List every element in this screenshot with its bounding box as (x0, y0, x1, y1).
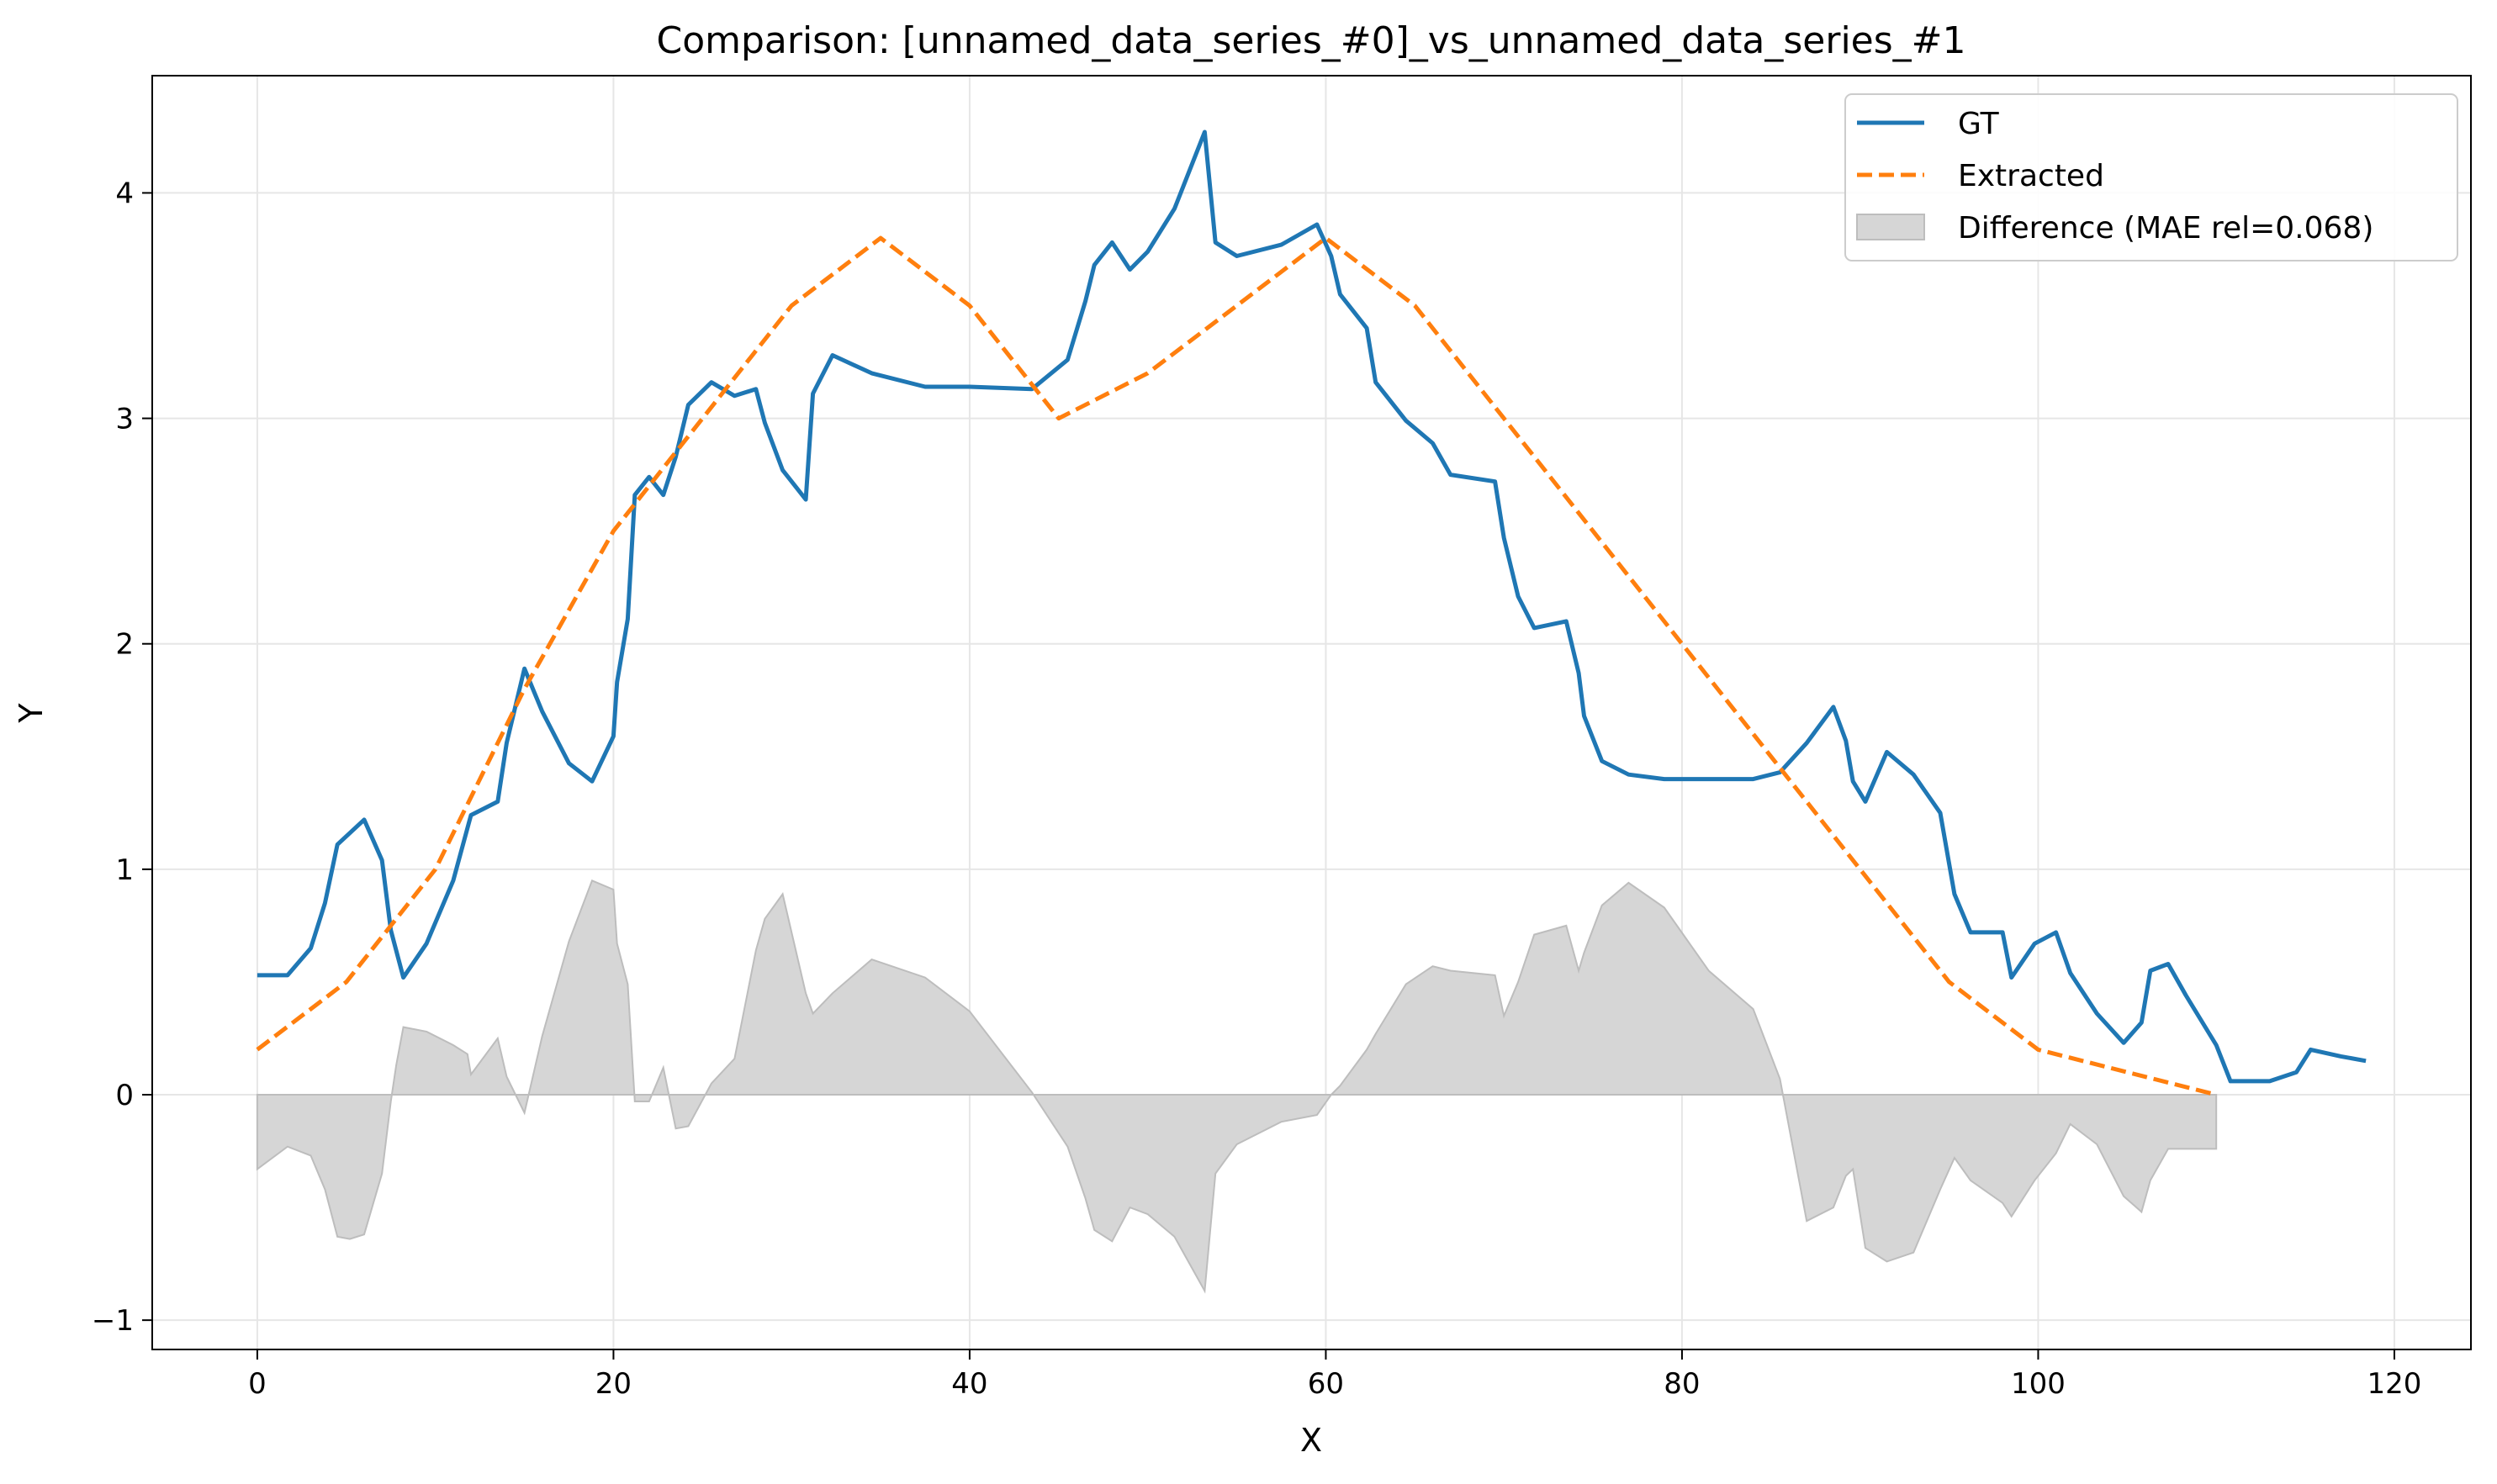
difference-area-layer (256, 879, 2218, 1294)
legend-label: Extracted (1958, 159, 2104, 193)
x-tick-label: 60 (1308, 1367, 1344, 1401)
legend-box (1844, 93, 2458, 261)
x-tick-label: 120 (2367, 1367, 2421, 1401)
series-line-extracted (256, 235, 2217, 1097)
x-tick-label: 20 (595, 1367, 632, 1401)
y-tick-label: 1 (115, 853, 134, 887)
legend-swatch (1856, 214, 1925, 240)
x-tick-label: 100 (2011, 1367, 2066, 1401)
legend-label: GT (1958, 107, 2000, 141)
legend: GT Extracted Difference (MAE rel=0.068) (1844, 93, 2458, 261)
x-tick-label: 40 (951, 1367, 987, 1401)
plot-frame (151, 75, 2472, 1350)
legend-label: Difference (MAE rel=0.068) (1958, 211, 2373, 246)
series-line-gt (257, 129, 2367, 1084)
x-axis-label: X (1300, 1422, 1322, 1459)
y-axis-label: Y (13, 703, 50, 724)
y-tick-label: 2 (115, 628, 134, 662)
y-axis: −1 0 1 2 3 4 (92, 177, 152, 1338)
y-tick-label: 4 (115, 177, 134, 210)
x-tick-label: 80 (1664, 1367, 1700, 1401)
series-layer (256, 129, 2367, 1097)
y-tick-label: 3 (115, 403, 134, 436)
y-tick-label: −1 (92, 1304, 134, 1338)
x-axis: 0 20 40 60 80 100 120 (248, 1349, 2421, 1401)
y-tick-label: 0 (115, 1079, 134, 1112)
x-tick-label: 0 (248, 1367, 267, 1401)
difference-area (256, 879, 2218, 1294)
chart-title: Comparison: [unnamed_data_series_#0]_vs_… (656, 19, 1965, 62)
